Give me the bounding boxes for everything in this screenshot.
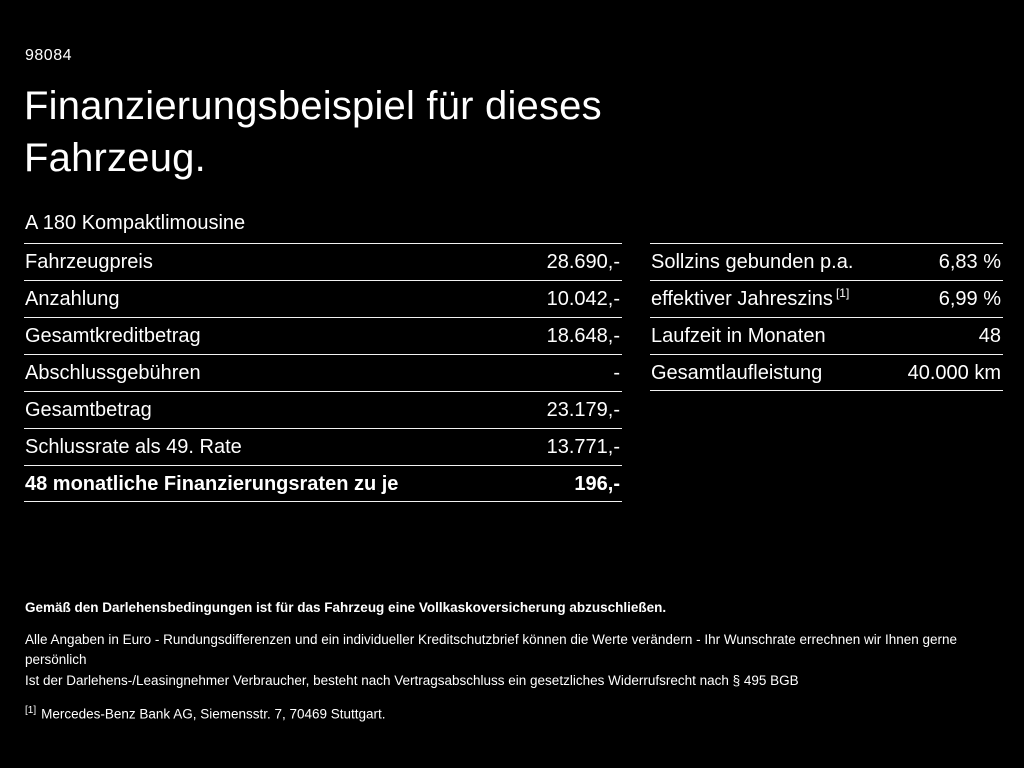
row-label: Gesamtbetrag [25,399,152,421]
row-label: 48 monatliche Finanzierungsraten zu je [25,473,399,495]
row-label: Fahrzeugpreis [25,251,153,273]
table-row: Schlussrate als 49. Rate 13.771,- [24,428,622,465]
footnote-reference-text: Mercedes-Benz Bank AG, Siemensstr. 7, 70… [41,706,386,722]
insurance-requirement-note: Gemäß den Darlehensbedingungen ist für d… [25,600,667,615]
table-row: Abschlussgebühren - [24,354,622,391]
footnote-reference: [1] Mercedes-Benz Bank AG, Siemensstr. 7,… [25,701,1005,725]
offer-code: 98084 [25,47,72,64]
financing-tables: Fahrzeugpreis 28.690,- Anzahlung 10.042,… [24,243,1003,502]
footnote-marker: [1] [835,286,850,301]
legal-footnotes: Gemäß den Darlehensbedingungen ist für d… [25,598,1005,725]
row-value: 40.000 km [907,362,1001,384]
row-label: Abschlussgebühren [25,362,201,384]
row-value: 18.648,- [546,325,620,347]
financing-amounts-table: Fahrzeugpreis 28.690,- Anzahlung 10.042,… [24,243,622,502]
table-row: Sollzins gebunden p.a. 6,83 % [650,243,1003,280]
page-title: Finanzierungsbeispiel für dieses Fahrzeu… [24,84,602,180]
row-label: effektiver Jahreszins [1] [651,286,850,311]
row-label-text: effektiver Jahreszins [651,288,833,310]
row-value: 23.179,- [546,399,620,421]
row-label: Gesamtlaufleistung [651,362,823,384]
row-value: 6,99 % [938,288,1001,310]
table-row: Fahrzeugpreis 28.690,- [24,243,622,280]
row-value: 48 [978,325,1001,347]
table-row: Gesamtkreditbetrag 18.648,- [24,317,622,354]
table-row: Gesamtbetrag 23.179,- [24,391,622,428]
row-label: Gesamtkreditbetrag [25,325,201,347]
row-value: 6,83 % [938,251,1001,273]
table-row: effektiver Jahreszins [1] 6,99 % [650,280,1003,317]
footnote-reference-marker: [1] [25,705,37,716]
table-row: Gesamtlaufleistung 40.000 km [650,354,1003,391]
table-row: Anzahlung 10.042,- [24,280,622,317]
financing-conditions-table: Sollzins gebunden p.a. 6,83 % effektiver… [650,243,1003,391]
row-label: Schlussrate als 49. Rate [25,436,242,458]
disclaimer-note-2: Ist der Darlehens-/Leasingnehmer Verbrau… [25,673,799,688]
row-value: 196,- [574,473,620,495]
table-row: Laufzeit in Monaten 48 [650,317,1003,354]
row-value: 13.771,- [546,436,620,458]
row-value: - [613,362,620,384]
disclaimer-note-1: Alle Angaben in Euro - Rundungsdifferenz… [25,632,958,667]
row-label: Sollzins gebunden p.a. [651,251,854,273]
row-label: Anzahlung [25,288,120,310]
row-value: 28.690,- [546,251,620,273]
row-label: Laufzeit in Monaten [651,325,826,347]
table-row-monthly-rate: 48 monatliche Finanzierungsraten zu je 1… [24,465,622,502]
vehicle-model-subtitle: A 180 Kompaktlimousine [25,212,246,234]
row-value: 10.042,- [546,288,620,310]
